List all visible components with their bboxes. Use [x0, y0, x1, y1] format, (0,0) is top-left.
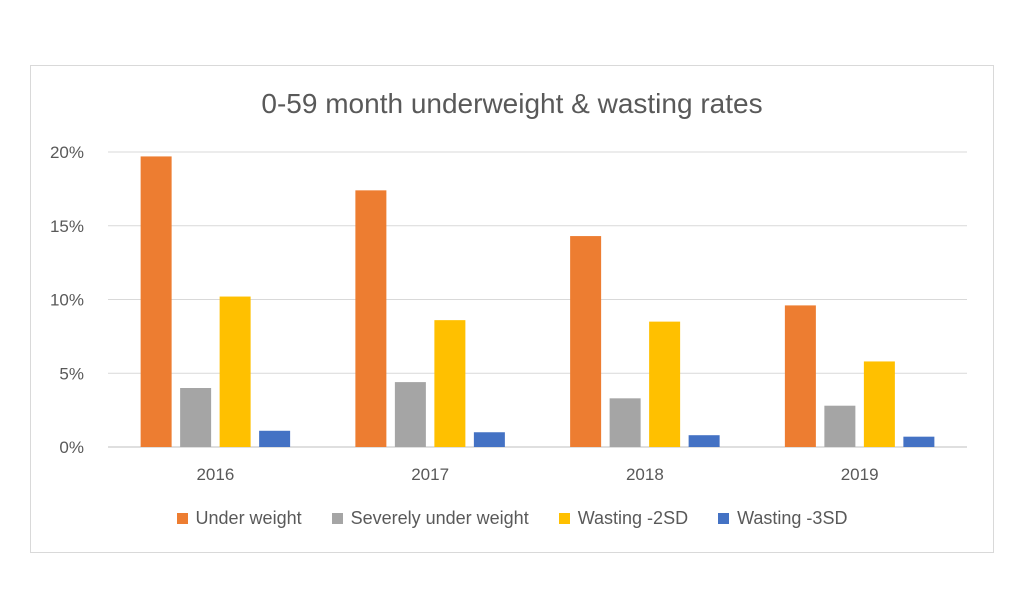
x-tick-label: 2018 [626, 465, 664, 484]
bar-under-weight-2016 [140, 156, 172, 448]
bar-severely-under-weight-2016 [180, 388, 212, 447]
legend-label: Wasting -2SD [577, 508, 689, 528]
y-tick-label: 10% [50, 291, 84, 310]
y-tick-label: 5% [59, 364, 84, 383]
x-tick-label: 2016 [196, 465, 234, 484]
legend-item: Under weight [176, 508, 302, 529]
y-tick-label: 20% [50, 143, 84, 162]
legend-item: Wasting -2SD [558, 508, 689, 529]
bar-under-weight-2019 [784, 305, 816, 447]
chart-legend: Under weight Severely under weight Wasting… [0, 508, 1024, 529]
y-tick-label: 0% [59, 438, 84, 457]
legend-label: Under weight [195, 508, 302, 528]
bar-severely-under-weight-2018 [609, 398, 641, 447]
bar-wasting-3sd-2019 [903, 436, 935, 447]
bar-severely-under-weight-2019 [824, 405, 856, 447]
bar-wasting-2sd-2018 [649, 321, 681, 447]
legend-item: Severely under weight [331, 508, 529, 529]
bar-under-weight-2018 [570, 236, 602, 447]
bar-wasting-3sd-2018 [688, 435, 720, 447]
bar-under-weight-2017 [355, 190, 387, 447]
y-tick-label: 15% [50, 217, 84, 236]
chart-title: 0-59 month underweight & wasting rates [261, 88, 763, 119]
legend-label: Severely under weight [350, 508, 529, 528]
legend-swatch [558, 513, 570, 524]
bar-wasting-2sd-2016 [219, 296, 251, 447]
chart-frame [30, 65, 994, 553]
legend-item: Wasting -3SD [718, 508, 847, 529]
bar-wasting-3sd-2017 [473, 432, 505, 447]
x-tick-label: 2019 [841, 465, 879, 484]
legend-swatch [331, 513, 343, 524]
bar-wasting-2sd-2019 [863, 361, 895, 447]
x-tick-label: 2017 [411, 465, 449, 484]
legend-swatch [718, 513, 730, 524]
legend-label: Wasting -3SD [737, 508, 848, 528]
bar-severely-under-weight-2017 [394, 382, 426, 447]
legend-swatch [176, 513, 188, 524]
bar-wasting-2sd-2017 [434, 320, 466, 447]
bar-wasting-3sd-2016 [259, 430, 291, 447]
